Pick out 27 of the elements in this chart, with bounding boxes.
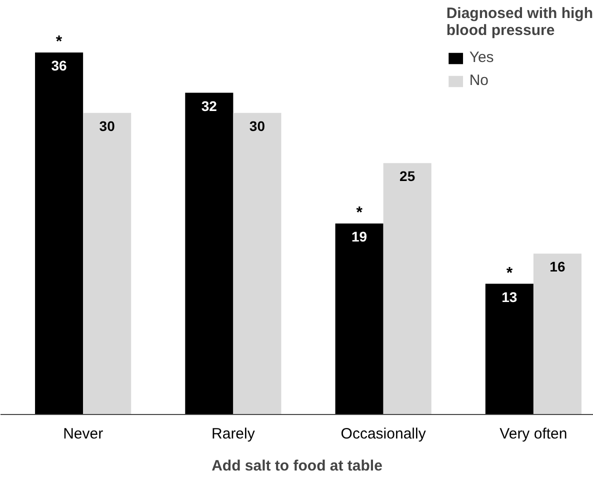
bar	[485, 284, 534, 414]
data-label: 13	[502, 288, 518, 305]
data-label: 16	[550, 258, 566, 275]
bar	[533, 254, 582, 414]
data-label: 32	[201, 98, 218, 114]
legend-label: Yes	[469, 49, 494, 66]
bar	[383, 163, 432, 414]
legend-title: Diagnosed with high blood pressure	[446, 5, 593, 39]
x-tick-label: Very often	[500, 426, 568, 442]
data-label: 30	[99, 118, 116, 134]
x-axis-title: Add salt to food at table	[212, 458, 382, 474]
x-tick-label: Rarely	[212, 426, 256, 442]
bar	[35, 52, 84, 414]
annotation: *	[506, 264, 514, 282]
bar	[335, 223, 384, 414]
data-label: 19	[352, 228, 368, 244]
x-tick-label: Occasionally	[340, 426, 426, 442]
legend-label: No	[469, 72, 490, 89]
bar	[233, 112, 282, 414]
data-label: 25	[400, 168, 416, 184]
data-label: 36	[51, 58, 68, 74]
annotation: *	[56, 34, 63, 51]
bar	[83, 112, 132, 414]
bar	[185, 92, 234, 414]
data-label: 30	[249, 118, 266, 134]
x-tick-label: Never	[63, 426, 104, 442]
annotation: *	[356, 204, 364, 222]
